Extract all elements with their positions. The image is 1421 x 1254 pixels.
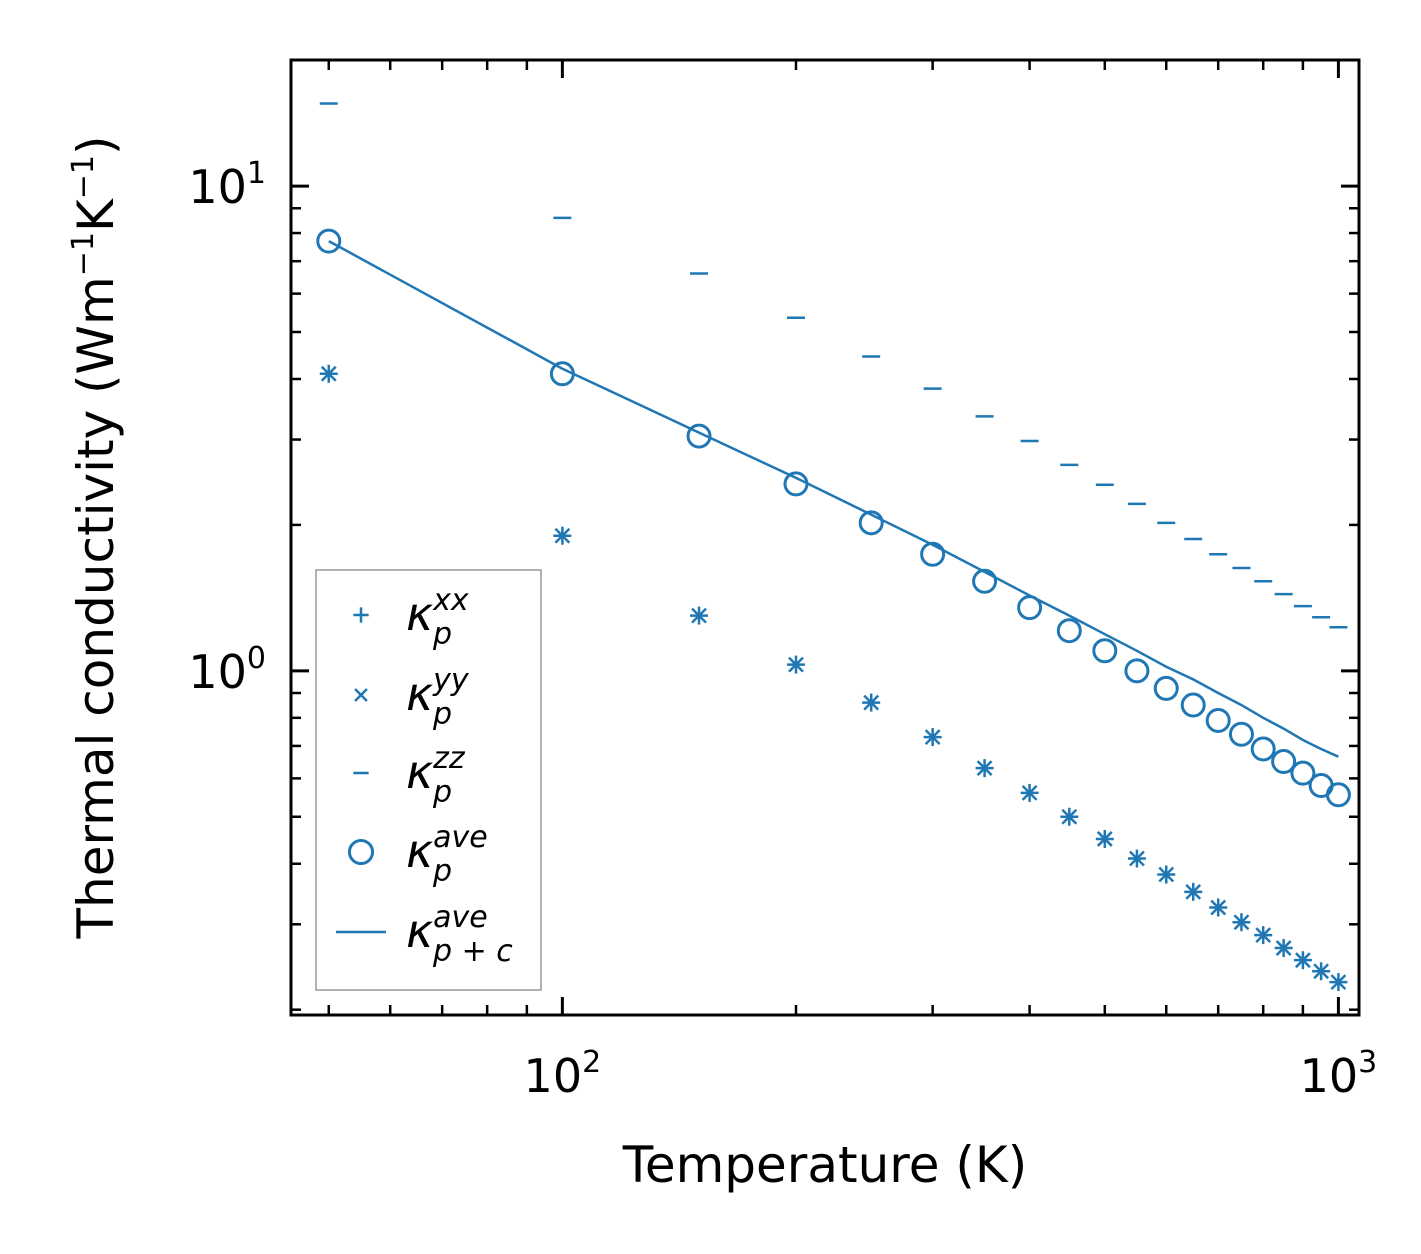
data-point-kave bbox=[1124, 658, 1150, 684]
data-point-kyy bbox=[1275, 940, 1292, 956]
legend-label: κzz p bbox=[406, 741, 466, 810]
data-point-kyy bbox=[320, 365, 337, 382]
data-point-kave bbox=[972, 568, 998, 594]
major-ticks bbox=[291, 60, 1359, 1015]
series-kzz bbox=[319, 102, 1348, 629]
data-point-kave bbox=[1250, 736, 1276, 762]
legend-swatch bbox=[347, 838, 375, 866]
data-point-kyy bbox=[1210, 899, 1227, 916]
data-point-kyy bbox=[1255, 927, 1272, 943]
legend-frame bbox=[315, 569, 542, 991]
data-point-kave bbox=[1325, 782, 1351, 808]
legend-label: κxx p bbox=[406, 583, 469, 652]
data-point-kyy bbox=[1158, 866, 1175, 883]
legend-item-kxx: κxx p bbox=[353, 583, 469, 652]
data-point-kave bbox=[1153, 675, 1179, 701]
y-tick-label: 101 bbox=[188, 156, 266, 214]
data-point-kyy bbox=[554, 527, 571, 544]
data-point-kave bbox=[1271, 749, 1297, 775]
data-point-kave bbox=[686, 423, 712, 449]
data-point-kyy bbox=[788, 656, 804, 673]
minor-ticks bbox=[291, 60, 1359, 1015]
data-point-kyy bbox=[1061, 808, 1078, 825]
tick-labels: 102 103 100 101 bbox=[188, 156, 1377, 1103]
data-point-kave bbox=[316, 228, 342, 254]
data-point-kave bbox=[858, 510, 884, 536]
data-point-kyy bbox=[1295, 952, 1311, 969]
data-point-kave bbox=[920, 541, 946, 567]
legend: κxx p κyy p κzz p κave p κave p + c bbox=[315, 569, 542, 991]
data-point-kyy bbox=[1021, 785, 1038, 801]
data-point-kyy bbox=[924, 729, 941, 745]
x-tick-label: 102 bbox=[524, 1045, 602, 1103]
legend-item-kzz: κzz p bbox=[353, 741, 466, 810]
data-point-kave bbox=[1180, 692, 1206, 718]
legend-item-kyy: κyy p bbox=[354, 663, 470, 732]
data-point-kyy bbox=[1185, 883, 1202, 900]
data-point-kave bbox=[1205, 707, 1231, 733]
series-line-kave_pc bbox=[328, 240, 1339, 758]
legend-item-kave: κave p bbox=[347, 820, 488, 889]
legend-item-kave_pc: κave p + c bbox=[336, 900, 513, 969]
series-kave_pc bbox=[328, 240, 1339, 758]
data-point-kave bbox=[1290, 760, 1316, 786]
data-point-kyy bbox=[1313, 963, 1330, 980]
series-kyy bbox=[320, 365, 1347, 990]
data-point-kyy bbox=[1233, 914, 1250, 931]
data-point-kave bbox=[1056, 618, 1082, 644]
legend-label: κave p + c bbox=[406, 900, 513, 969]
data-point-kyy bbox=[976, 760, 993, 776]
data-point-kyy bbox=[863, 694, 880, 711]
data-point-kyy bbox=[1330, 974, 1347, 990]
x-tick-label: 103 bbox=[1300, 1045, 1378, 1103]
y-axis-label: Thermal conductivity (Wm−1K−1) bbox=[66, 136, 125, 940]
legend-label: κave p bbox=[406, 820, 488, 889]
x-axis-label: Temperature (K) bbox=[622, 1136, 1027, 1194]
legend-label: κyy p bbox=[406, 663, 470, 732]
y-tick-label: 100 bbox=[188, 641, 266, 699]
data-point-kave bbox=[1228, 721, 1254, 747]
data-point-kyy bbox=[1096, 831, 1113, 847]
legend-swatch bbox=[353, 607, 369, 623]
data-point-kyy bbox=[1129, 850, 1145, 867]
legend-swatch bbox=[354, 688, 368, 702]
data-point-kave bbox=[1092, 638, 1118, 664]
data-point-kyy bbox=[691, 607, 707, 624]
plot-frame bbox=[289, 58, 1361, 1017]
data-layer bbox=[316, 102, 1351, 992]
